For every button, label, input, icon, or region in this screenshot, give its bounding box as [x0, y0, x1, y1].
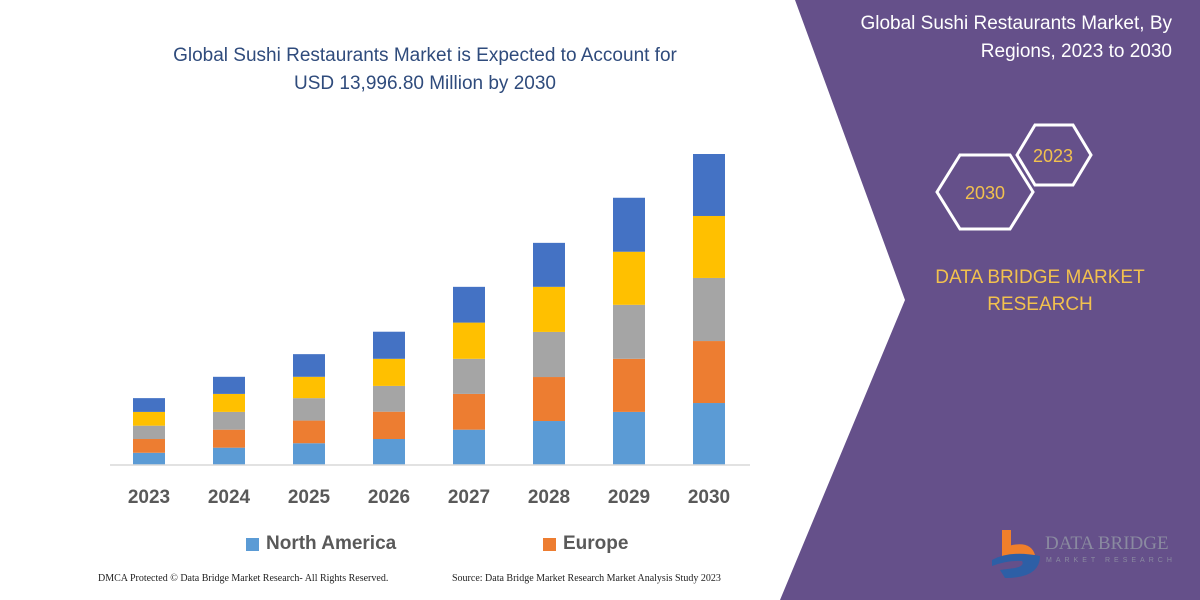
logo-text: DATA BRIDGE: [1045, 533, 1169, 554]
bar-segment-2030-4: [693, 154, 725, 216]
bar-segment-2025-4: [293, 354, 325, 377]
bar-segment-2024-1: [213, 429, 245, 448]
bar-segment-2029-3: [613, 251, 645, 305]
brand-line-2: RESEARCH: [987, 294, 1093, 315]
x-tick-label: 2026: [368, 487, 410, 508]
x-tick-label: 2023: [128, 487, 170, 508]
bar-segment-2030-0: [693, 403, 725, 465]
hex-label-2030: 2030: [965, 183, 1005, 203]
stacked-bar-chart: [133, 154, 725, 465]
bar-segment-2025-1: [293, 420, 325, 444]
bar-segment-2023-3: [133, 411, 165, 426]
bar-segment-2025-0: [293, 443, 325, 465]
bar-segment-2028-3: [533, 286, 565, 332]
bar-segment-2026-0: [373, 439, 405, 465]
source-note: Source: Data Bridge Market Research Mark…: [452, 573, 721, 584]
hex-label-2023: 2023: [1033, 146, 1073, 166]
bar-segment-2027-4: [453, 286, 485, 323]
hexagon-2023: [1015, 123, 1093, 187]
bar-segment-2026-2: [373, 385, 405, 412]
bar-segment-2024-3: [213, 393, 245, 412]
bar-segment-2026-1: [373, 411, 405, 440]
bar-segment-2025-2: [293, 398, 325, 421]
bar-segment-2027-3: [453, 322, 485, 359]
bar-segment-2030-2: [693, 277, 725, 342]
bar-segment-2026-3: [373, 358, 405, 386]
bar-segment-2023-0: [133, 452, 165, 465]
title-line-2: USD 13,996.80 Million by 2030: [294, 73, 556, 94]
bar-segment-2026-4: [373, 331, 405, 359]
bar-segment-2028-0: [533, 421, 565, 465]
bar-segment-2025-3: [293, 376, 325, 399]
bar-segment-2027-2: [453, 358, 485, 394]
bar-segment-2029-4: [613, 197, 645, 252]
brand-line-1: DATA BRIDGE MARKET: [935, 267, 1145, 288]
bar-segment-2027-0: [453, 429, 485, 465]
legend-swatch: [246, 537, 259, 551]
bar-segment-2030-3: [693, 215, 725, 278]
bar-segment-2028-1: [533, 377, 565, 422]
x-tick-label: 2025: [288, 487, 331, 508]
bar-segment-2029-0: [613, 411, 645, 465]
x-tick-label: 2028: [528, 487, 570, 508]
bar-segment-2029-1: [613, 358, 645, 412]
x-tick-label: 2024: [208, 487, 251, 508]
legend-label: Europe: [563, 533, 629, 554]
page-title: Global Sushi Restaurants Market is Expec…: [100, 42, 750, 98]
legend-swatch: [543, 537, 556, 551]
legend-item-north-america: North America: [246, 533, 396, 555]
bar-segment-2028-4: [533, 242, 565, 287]
logo-subtext: MARKET RESEARCH: [1046, 557, 1176, 564]
bar-segment-2028-2: [533, 331, 565, 378]
x-tick-label: 2030: [688, 487, 730, 508]
bar-segment-2023-4: [133, 398, 165, 412]
bar-segment-2027-1: [453, 393, 485, 430]
x-tick-label: 2027: [448, 487, 490, 508]
panel-title-line-1: Global Sushi Restaurants Market, By: [860, 13, 1172, 34]
bar-segment-2023-2: [133, 425, 165, 440]
bar-segment-2030-1: [693, 341, 725, 404]
x-tick-label: 2029: [608, 487, 650, 508]
bar-segment-2023-1: [133, 439, 165, 453]
logo-icon: [992, 530, 1040, 578]
brand-name: DATA BRIDGE MARKET RESEARCH: [920, 264, 1160, 318]
copyright-note: DMCA Protected © Data Bridge Market Rese…: [98, 573, 389, 584]
panel-title: Global Sushi Restaurants Market, By Regi…: [792, 10, 1172, 66]
panel-title-line-2: Regions, 2023 to 2030: [980, 41, 1172, 62]
purple-panel: [780, 0, 1200, 600]
legend-item-europe: Europe: [543, 533, 628, 555]
bar-segment-2024-0: [213, 447, 245, 465]
bar-segment-2024-4: [213, 376, 245, 394]
bar-segment-2024-2: [213, 411, 245, 430]
title-line-1: Global Sushi Restaurants Market is Expec…: [173, 45, 677, 66]
legend-label: North America: [266, 533, 397, 554]
hexagon-2030: [935, 153, 1035, 231]
bar-segment-2029-2: [613, 304, 645, 359]
